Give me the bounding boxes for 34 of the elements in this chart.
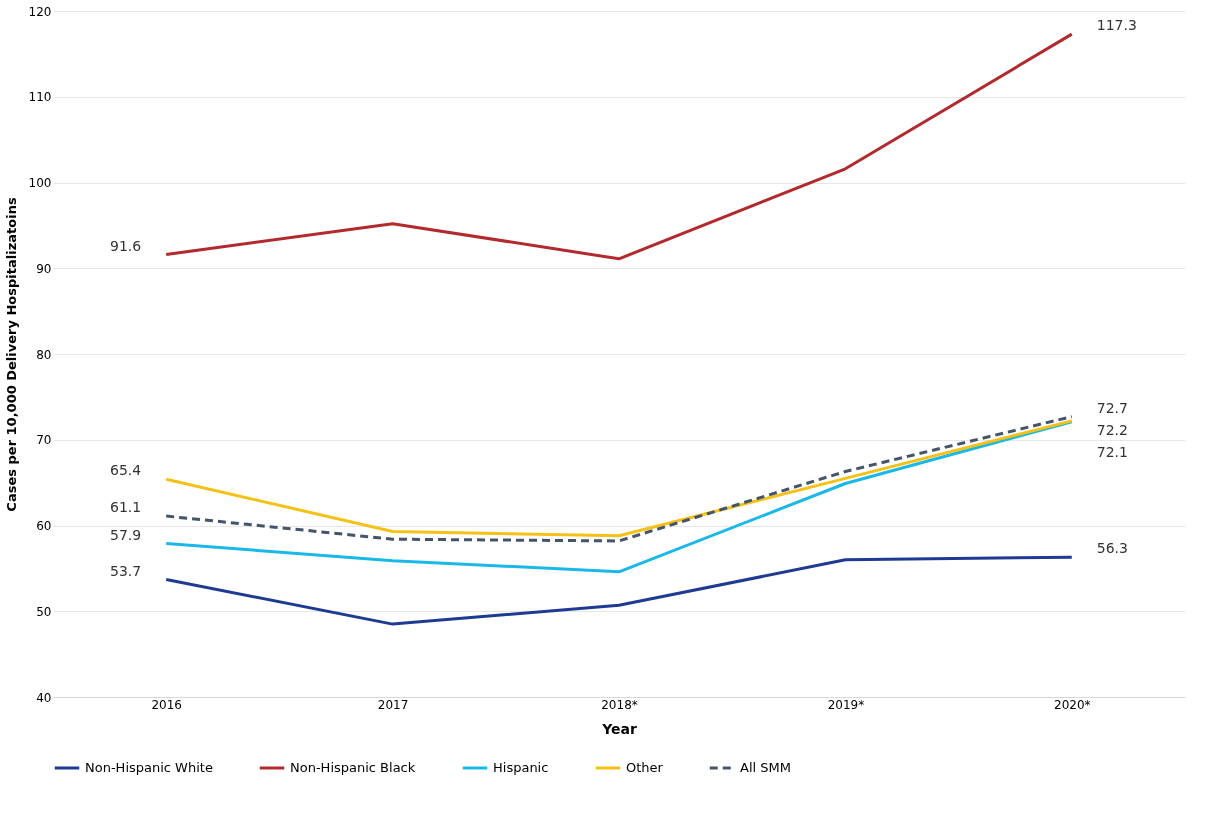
data-label: 117.3 <box>1096 17 1137 34</box>
x-tick-label: 2016 <box>151 697 182 712</box>
x-tick-label: 2019* <box>827 697 865 712</box>
data-label: 57.9 <box>110 526 142 543</box>
legend-label: Non-Hispanic White <box>85 760 213 775</box>
y-axis-title: Cases per 10,000 Delivery Hospitalizatoins <box>3 197 19 512</box>
data-label: 72.1 <box>1096 443 1128 460</box>
y-tick-label: 90 <box>36 261 52 276</box>
data-label: 61.1 <box>110 499 142 516</box>
y-tick-label: 80 <box>36 347 52 362</box>
x-axis-title: Year <box>601 720 637 737</box>
data-label: 65.4 <box>110 462 142 479</box>
x-tick-label: 2017 <box>377 697 409 712</box>
y-tick-label: 100 <box>28 176 52 190</box>
y-tick-label: 70 <box>36 433 52 448</box>
legend-label: All SMM <box>740 760 791 775</box>
x-tick-label: 2018* <box>601 697 638 712</box>
line-series <box>164 420 1074 574</box>
line-series <box>164 555 1074 626</box>
x-tick-label: 2020* <box>1054 697 1091 712</box>
legend-label: Hispanic <box>493 760 549 775</box>
line-series <box>164 32 1074 261</box>
data-label: 53.7 <box>110 562 142 579</box>
y-tick-label: 60 <box>36 519 52 533</box>
data-label: 72.7 <box>1096 399 1128 416</box>
data-label: 91.6 <box>110 237 142 254</box>
data-label: 72.2 <box>1096 421 1128 438</box>
legend-label: Non-Hispanic Black <box>290 760 416 775</box>
y-tick-label: 50 <box>36 604 52 619</box>
y-tick-label: 110 <box>28 90 52 105</box>
y-tick-label: 40 <box>36 690 52 705</box>
legend-label: Other <box>626 760 664 775</box>
data-label: 56.3 <box>1096 540 1128 557</box>
y-tick-label: 120 <box>28 4 52 19</box>
